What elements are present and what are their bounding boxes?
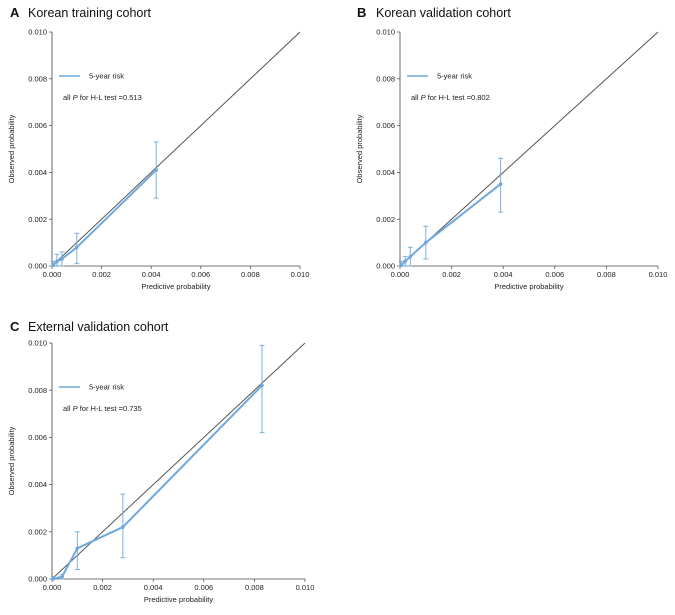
x-axis-label: Predictive probability	[494, 282, 563, 291]
y-tick-label: 0.006	[28, 121, 47, 130]
y-tick-label: 0.000	[376, 262, 395, 271]
y-tick-label: 0.004	[28, 480, 47, 489]
chart-title: Korean training cohort	[28, 6, 152, 20]
x-tick-label: 0.010	[649, 270, 668, 279]
data-point	[121, 525, 125, 529]
y-tick-label: 0.004	[376, 168, 395, 177]
data-point	[408, 254, 413, 259]
data-point	[75, 245, 79, 250]
annotation-suffix: for H-L test =0.735	[78, 404, 142, 413]
x-tick-label: 0.006	[194, 583, 213, 592]
hl-test-annotation: all P for H-L test =0.735	[63, 404, 142, 413]
x-tick-label: 0.010	[296, 583, 315, 592]
y-tick-label: 0.010	[28, 339, 47, 348]
y-tick-label: 0.008	[376, 74, 395, 83]
panel-letter: C	[10, 319, 20, 334]
annotation-suffix: for H-L test =0.513	[78, 93, 142, 102]
y-tick-label: 0.010	[376, 28, 395, 37]
chart-title: External validation cohort	[28, 320, 169, 334]
y-tick-label: 0.006	[376, 121, 395, 130]
series-line	[53, 384, 263, 580]
annotation-p-symbol: P	[73, 93, 78, 102]
reference-diagonal-line	[399, 31, 659, 267]
x-tick-label: 0.010	[291, 270, 310, 279]
annotation-p-symbol: P	[421, 93, 426, 102]
x-tick-label: 0.004	[494, 270, 513, 279]
x-tick-label: 0.006	[545, 270, 564, 279]
hl-test-annotation: all P for H-L test =0.513	[63, 93, 142, 102]
legend-label: 5-year risk	[89, 383, 124, 392]
data-point	[51, 577, 56, 581]
hl-test-annotation: all P for H-L test =0.802	[411, 93, 490, 102]
y-axis-label: Observed probability	[7, 114, 16, 183]
data-point	[260, 383, 264, 388]
y-axis-label: Observed probability	[355, 114, 364, 183]
annotation-prefix: all	[411, 93, 421, 102]
y-tick-label: 0.002	[376, 215, 395, 224]
y-tick-label: 0.006	[28, 433, 47, 442]
data-point	[399, 263, 404, 268]
y-tick-label: 0.008	[28, 386, 47, 395]
x-axis-label: Predictive probability	[144, 595, 213, 604]
panel-letter: B	[357, 5, 366, 20]
reference-diagonal-line	[51, 31, 301, 267]
reference-diagonal-line	[51, 342, 306, 580]
y-tick-label: 0.010	[28, 28, 47, 37]
legend-label: 5-year risk	[89, 72, 124, 81]
annotation-suffix: for H-L test =0.802	[426, 93, 490, 102]
data-point	[424, 240, 428, 245]
x-tick-label: 0.008	[241, 270, 260, 279]
y-tick-label: 0.002	[28, 527, 47, 536]
y-tick-label: 0.000	[28, 262, 47, 271]
x-axis-label: Predictive probability	[141, 282, 210, 291]
x-tick-label: 0.000	[43, 583, 62, 592]
data-point	[154, 168, 158, 172]
x-tick-label: 0.000	[43, 270, 62, 279]
series-line	[400, 183, 502, 266]
data-point	[75, 546, 80, 551]
y-axis-label: Observed probability	[7, 426, 16, 495]
x-tick-label: 0.006	[191, 270, 210, 279]
data-point	[55, 259, 59, 264]
x-tick-label: 0.008	[245, 583, 264, 592]
chart-title: Korean validation cohort	[376, 6, 511, 20]
data-point	[51, 263, 56, 268]
x-tick-label: 0.002	[442, 270, 461, 279]
data-point	[498, 182, 503, 186]
legend-label: 5-year risk	[437, 72, 472, 81]
panel-letter: A	[10, 5, 20, 20]
x-tick-label: 0.002	[92, 270, 111, 279]
series-line	[52, 169, 157, 266]
data-point	[60, 574, 64, 579]
annotation-p-symbol: P	[73, 404, 78, 413]
y-tick-label: 0.008	[28, 74, 47, 83]
x-tick-label: 0.000	[391, 270, 410, 279]
data-point	[403, 259, 407, 264]
y-tick-label: 0.000	[28, 575, 47, 584]
y-tick-label: 0.004	[28, 168, 47, 177]
x-tick-label: 0.004	[142, 270, 161, 279]
x-tick-label: 0.008	[597, 270, 616, 279]
annotation-prefix: all	[63, 404, 73, 413]
annotation-prefix: all	[63, 93, 73, 102]
y-tick-label: 0.002	[28, 215, 47, 224]
x-tick-label: 0.002	[93, 583, 112, 592]
data-point	[60, 257, 64, 261]
x-tick-label: 0.004	[144, 583, 163, 592]
